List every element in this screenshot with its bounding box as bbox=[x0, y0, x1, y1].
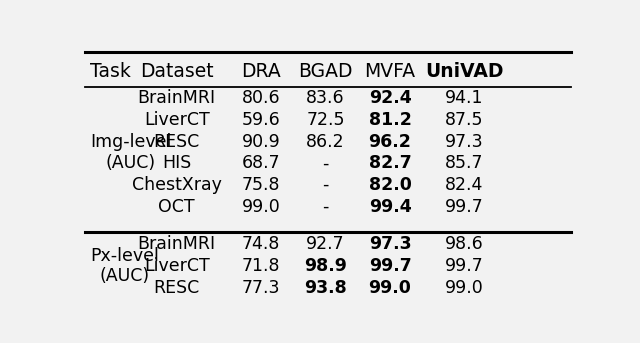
Text: 83.6: 83.6 bbox=[306, 90, 345, 107]
Text: BrainMRI: BrainMRI bbox=[138, 235, 216, 253]
Text: 99.7: 99.7 bbox=[445, 198, 484, 216]
Text: BGAD: BGAD bbox=[298, 62, 353, 81]
Text: 75.8: 75.8 bbox=[242, 176, 280, 194]
Text: 99.7: 99.7 bbox=[445, 257, 484, 275]
Text: 81.2: 81.2 bbox=[369, 111, 412, 129]
Text: 96.2: 96.2 bbox=[369, 133, 412, 151]
Text: UniVAD: UniVAD bbox=[425, 62, 504, 81]
Text: 94.1: 94.1 bbox=[445, 90, 484, 107]
Text: -: - bbox=[323, 176, 329, 194]
Text: 71.8: 71.8 bbox=[242, 257, 280, 275]
Text: 82.4: 82.4 bbox=[445, 176, 484, 194]
Text: -: - bbox=[323, 198, 329, 216]
Text: Task: Task bbox=[90, 62, 131, 81]
Text: 72.5: 72.5 bbox=[307, 111, 345, 129]
Text: 99.7: 99.7 bbox=[369, 257, 412, 275]
Text: MVFA: MVFA bbox=[364, 62, 415, 81]
Text: Px-level
(AUC): Px-level (AUC) bbox=[90, 247, 159, 285]
Text: 97.3: 97.3 bbox=[369, 235, 412, 253]
Text: 80.6: 80.6 bbox=[242, 90, 280, 107]
Text: ChestXray: ChestXray bbox=[132, 176, 221, 194]
Text: 92.7: 92.7 bbox=[306, 235, 345, 253]
Text: 59.6: 59.6 bbox=[242, 111, 280, 129]
Text: 97.3: 97.3 bbox=[445, 133, 484, 151]
Text: BrainMRI: BrainMRI bbox=[138, 90, 216, 107]
Text: 74.8: 74.8 bbox=[242, 235, 280, 253]
Text: 82.7: 82.7 bbox=[369, 154, 412, 173]
Text: DRA: DRA bbox=[241, 62, 281, 81]
Text: 92.4: 92.4 bbox=[369, 90, 412, 107]
Text: LiverCT: LiverCT bbox=[144, 257, 209, 275]
Text: OCT: OCT bbox=[159, 198, 195, 216]
Text: 93.8: 93.8 bbox=[304, 279, 347, 297]
Text: 85.7: 85.7 bbox=[445, 154, 484, 173]
Text: 77.3: 77.3 bbox=[242, 279, 280, 297]
Text: 99.0: 99.0 bbox=[369, 279, 412, 297]
Text: RESC: RESC bbox=[154, 133, 200, 151]
Text: 99.4: 99.4 bbox=[369, 198, 412, 216]
Text: 98.9: 98.9 bbox=[304, 257, 347, 275]
Text: Img-level
(AUC): Img-level (AUC) bbox=[90, 133, 172, 172]
Text: 98.6: 98.6 bbox=[445, 235, 484, 253]
Text: 68.7: 68.7 bbox=[242, 154, 280, 173]
Text: 82.0: 82.0 bbox=[369, 176, 412, 194]
Text: LiverCT: LiverCT bbox=[144, 111, 209, 129]
Text: 87.5: 87.5 bbox=[445, 111, 484, 129]
Text: 99.0: 99.0 bbox=[445, 279, 484, 297]
Text: -: - bbox=[323, 154, 329, 173]
Text: Dataset: Dataset bbox=[140, 62, 214, 81]
Text: 99.0: 99.0 bbox=[242, 198, 280, 216]
Text: RESC: RESC bbox=[154, 279, 200, 297]
Text: HIS: HIS bbox=[162, 154, 191, 173]
Text: 86.2: 86.2 bbox=[306, 133, 345, 151]
Text: 90.9: 90.9 bbox=[242, 133, 280, 151]
